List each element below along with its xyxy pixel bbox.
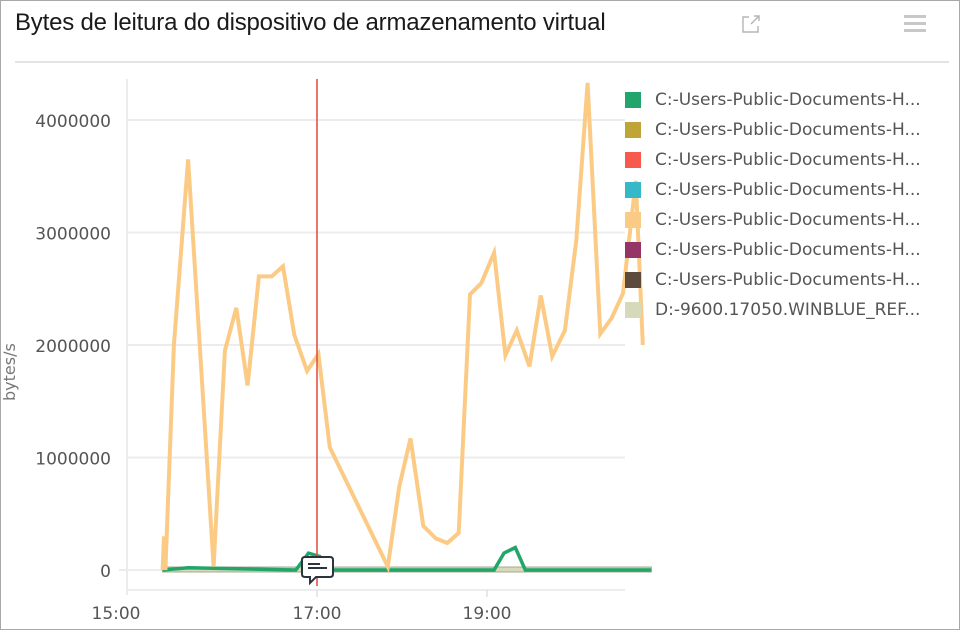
legend-item[interactable]: C:-Users-Public-Documents-H... bbox=[625, 235, 921, 265]
legend-swatch bbox=[625, 242, 641, 258]
x-tick-label: 19:00 bbox=[463, 604, 512, 624]
legend-label: C:-Users-Public-Documents-H... bbox=[655, 240, 921, 260]
chart-legend: C:-Users-Public-Documents-H... C:-Users-P… bbox=[625, 85, 921, 325]
legend-label: C:-Users-Public-Documents-H... bbox=[655, 120, 921, 140]
legend-item[interactable]: C:-Users-Public-Documents-H... bbox=[625, 265, 921, 295]
y-tick-label: 3000000 bbox=[35, 225, 111, 245]
legend-item[interactable]: C:-Users-Public-Documents-H... bbox=[625, 175, 921, 205]
legend-label: C:-Users-Public-Documents-H... bbox=[655, 270, 921, 290]
hamburger-menu-icon[interactable] bbox=[904, 13, 928, 35]
x-tick-label: 17:00 bbox=[293, 604, 342, 624]
y-axis-ticks: 0 1000000 2000000 3000000 4000000 bbox=[35, 112, 111, 582]
legend-swatch bbox=[625, 182, 641, 198]
legend-swatch bbox=[625, 152, 641, 168]
header-divider bbox=[15, 61, 949, 63]
legend-item[interactable]: D:-9600.17050.WINBLUE_REF... bbox=[625, 295, 921, 325]
legend-swatch bbox=[625, 122, 641, 138]
legend-label: D:-9600.17050.WINBLUE_REF... bbox=[655, 300, 921, 320]
y-axis-label: bytes/s bbox=[1, 343, 19, 401]
line-chart: 0 1000000 2000000 3000000 4000000 15:00 17:00… bbox=[1, 79, 652, 624]
y-tick-label: 2000000 bbox=[35, 337, 111, 357]
legend-label: C:-Users-Public-Documents-H... bbox=[655, 210, 921, 230]
comment-icon[interactable] bbox=[301, 555, 335, 594]
external-link-icon[interactable] bbox=[741, 14, 761, 34]
legend-item[interactable]: C:-Users-Public-Documents-H... bbox=[625, 145, 921, 175]
y-tick-label: 1000000 bbox=[35, 450, 111, 470]
widget-title: Bytes de leitura do dispositivo de armaz… bbox=[15, 9, 606, 36]
y-tick-label: 0 bbox=[100, 562, 111, 582]
data-series bbox=[160, 82, 652, 574]
legend-swatch bbox=[625, 272, 641, 288]
legend-item[interactable]: C:-Users-Public-Documents-H... bbox=[625, 85, 921, 115]
legend-swatch bbox=[625, 212, 641, 228]
legend-label: C:-Users-Public-Documents-H... bbox=[655, 90, 921, 110]
series-line[interactable] bbox=[160, 82, 645, 574]
legend-label: C:-Users-Public-Documents-H... bbox=[655, 150, 921, 170]
legend-item[interactable]: C:-Users-Public-Documents-H... bbox=[625, 205, 921, 235]
y-tick-label: 4000000 bbox=[35, 112, 111, 132]
legend-swatch bbox=[625, 302, 641, 318]
legend-swatch bbox=[625, 92, 641, 108]
legend-item[interactable]: C:-Users-Public-Documents-H... bbox=[625, 115, 921, 145]
x-axis-ticks: 15:00 17:00 19:00 bbox=[92, 590, 512, 624]
x-tick-label: 15:00 bbox=[92, 604, 141, 624]
legend-label: C:-Users-Public-Documents-H... bbox=[655, 180, 921, 200]
